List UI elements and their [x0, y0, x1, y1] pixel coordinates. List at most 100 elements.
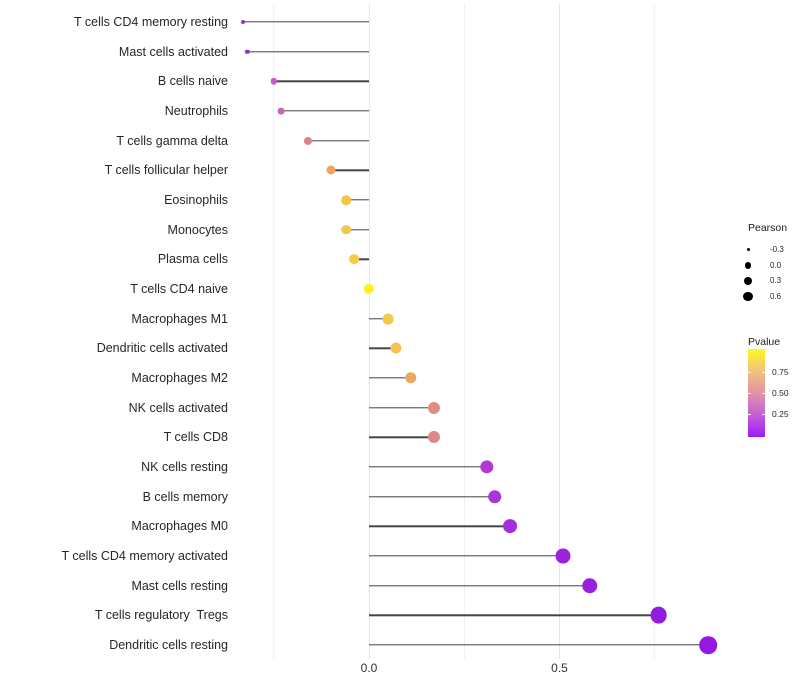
lollipop-dot: [405, 372, 417, 384]
gridline: [559, 4, 560, 659]
legend-pearson-title: Pearson: [748, 222, 788, 234]
lollipop-stem: [369, 614, 659, 617]
lollipop-stem: [346, 228, 369, 231]
lollipop-dot: [341, 195, 351, 205]
lollipop-dot: [503, 519, 517, 534]
lollipop-stem: [369, 495, 495, 498]
lollipop-stem: [353, 258, 369, 261]
category-label: T cells CD8: [163, 430, 228, 445]
x-tick-label: 0.5: [551, 661, 568, 675]
lollipop-stem: [330, 169, 369, 172]
category-label: Monocytes: [167, 222, 228, 237]
category-label: T cells CD4 naive: [130, 282, 228, 296]
legend-pvalue-title: Pvalue: [748, 336, 781, 348]
lollipop-dot: [241, 20, 246, 24]
lollipop-dot: [382, 313, 394, 325]
lollipop-dot: [277, 107, 285, 115]
gridline: [654, 4, 656, 659]
colorbar-tick-label: 0.25: [772, 409, 789, 419]
lollipop-dot: [487, 489, 502, 504]
category-label: Plasma cells: [157, 252, 228, 267]
lollipop-dot: [390, 342, 402, 354]
lollipop-dot: [348, 254, 359, 265]
lollipop-stem: [346, 199, 369, 201]
legend-size-dot-icon: [746, 248, 750, 252]
lollipop-stem: [243, 21, 369, 23]
category-label: Dendritic cells resting: [109, 638, 228, 652]
gridline: [273, 4, 275, 659]
lollipop-stem: [281, 110, 369, 112]
category-label: NK cells resting: [141, 460, 228, 474]
category-label: Eosinophils: [164, 193, 228, 207]
legend-size-label: -0.3: [770, 245, 784, 255]
lollipop-stem: [369, 377, 411, 379]
lollipop-stem: [369, 347, 396, 350]
lollipop-stem: [247, 50, 369, 53]
lollipop-dot: [427, 431, 440, 444]
lollipop-stem: [369, 584, 590, 587]
gridline: [368, 4, 370, 659]
lollipop-stem: [308, 139, 369, 142]
lollipop-dot: [480, 460, 494, 474]
category-label: Mast cells resting: [131, 578, 228, 593]
legend-size-entry: 0.3: [735, 273, 800, 289]
category-label: Macrophages M1: [131, 311, 228, 326]
legend-pvalue: Pvalue 0.75 0.50 0.25: [735, 336, 800, 456]
category-label: T cells regulatory Tregs: [94, 608, 228, 623]
lollipop-stem: [369, 644, 709, 646]
lollipop-dot: [555, 548, 571, 564]
lollipop-stem: [369, 525, 510, 528]
legend-size-entry: 0.0: [735, 258, 800, 274]
colorbar-tick-label: 0.75: [772, 367, 789, 377]
legend-pearson: Pearson -0.3 0.0 0.3 0.6: [735, 222, 800, 304]
category-label: B cells memory: [142, 489, 228, 504]
lollipop-dot: [650, 606, 667, 624]
colorbar-tick: [748, 414, 751, 415]
category-label: T cells CD4 memory resting: [74, 15, 228, 29]
gridline: [463, 4, 465, 659]
lollipop-dot: [699, 636, 717, 654]
lollipop-dot: [244, 49, 250, 54]
pvalue-colorbar: [748, 349, 765, 437]
legend-size-label: 0.6: [770, 291, 782, 301]
lollipop-stem: [369, 555, 564, 557]
lollipop-stem: [369, 406, 434, 409]
colorbar-tick-label: 0.50: [772, 388, 789, 398]
x-tick-label: 0.0: [360, 661, 378, 675]
lollipop-dot: [326, 165, 336, 175]
legend-size-dot-icon: [744, 276, 752, 285]
lollipop-dot: [341, 224, 351, 235]
category-label: Dendritic cells activated: [96, 341, 228, 356]
category-label: Macrophages M0: [131, 519, 228, 534]
category-label: T cells follicular helper: [104, 163, 228, 178]
lollipop-stem: [273, 80, 369, 83]
lollipop-stem: [369, 317, 389, 320]
colorbar-tick: [748, 372, 751, 373]
category-label: T cells CD4 memory activated: [61, 549, 229, 563]
category-label: T cells gamma delta: [116, 133, 228, 148]
lollipop-dot: [270, 78, 277, 85]
colorbar-tick: [748, 393, 751, 394]
colorbar-tick: [762, 372, 765, 373]
category-label: Mast cells activated: [118, 44, 228, 59]
category-label: NK cells activated: [128, 400, 228, 415]
legend-pearson-entries: -0.3 0.0 0.3 0.6: [735, 242, 800, 304]
legend-size-dot-icon: [743, 291, 753, 301]
category-label: B cells naive: [157, 74, 228, 89]
lollipop-dot: [303, 136, 313, 145]
lollipop-stem: [369, 436, 434, 439]
legend-size-label: 0.3: [770, 276, 782, 286]
colorbar-tick: [762, 414, 765, 415]
legend-size-dot-icon: [744, 262, 752, 269]
category-label: Neutrophils: [164, 104, 228, 118]
legend-size-label: 0.0: [770, 260, 782, 270]
lollipop-stem: [369, 466, 488, 468]
legend-size-entry: 0.6: [735, 289, 800, 305]
legend-size-entry: -0.3: [735, 242, 800, 258]
lollipop-dot: [427, 401, 440, 414]
lollipop-dot: [582, 577, 598, 594]
category-label: Macrophages M2: [131, 371, 228, 385]
colorbar-tick: [762, 393, 765, 394]
lollipop-dot: [363, 283, 375, 295]
